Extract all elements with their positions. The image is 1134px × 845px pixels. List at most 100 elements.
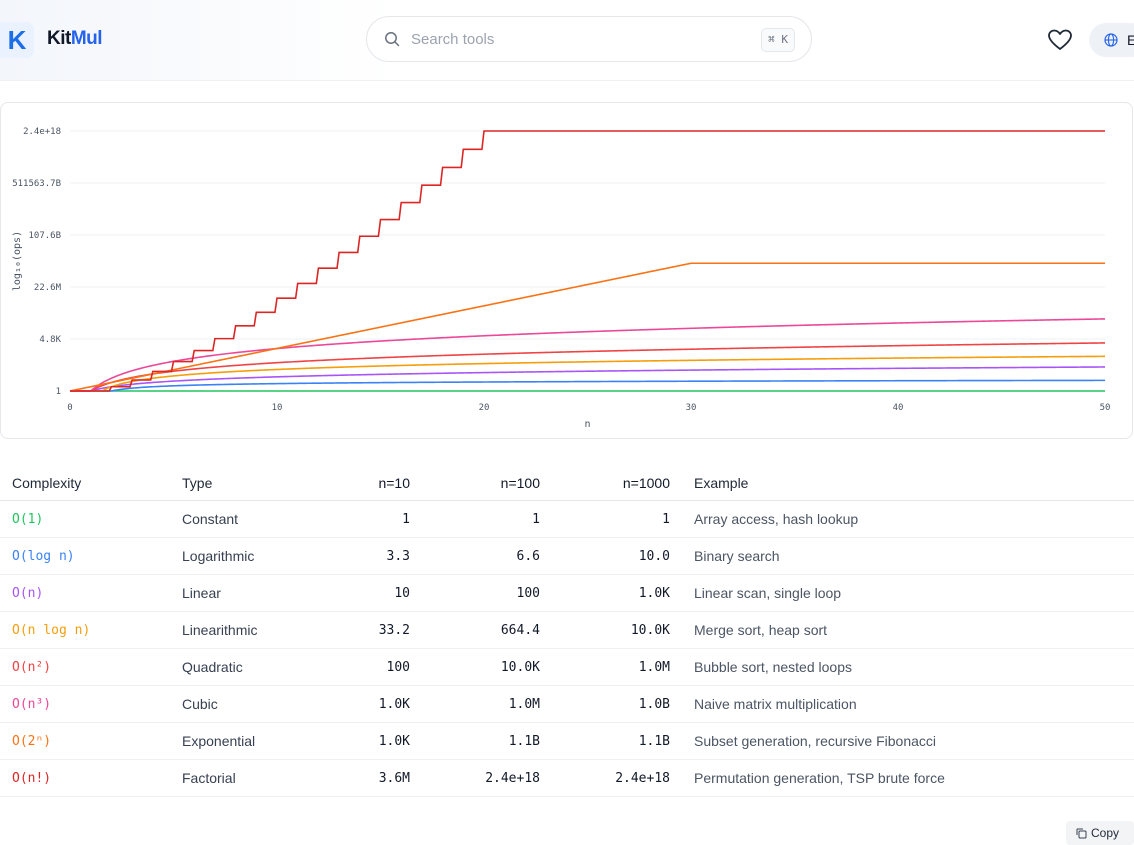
series-line (70, 355, 1106, 392)
search-placeholder: Search tools (411, 31, 495, 48)
example-cell: Naive matrix multiplication (682, 685, 1134, 723)
y-axis-label: log₁₀(ops) (12, 231, 23, 291)
heart-icon[interactable] (1047, 28, 1073, 52)
type-cell: Exponential (170, 722, 316, 760)
n1000-cell: 1.0B (552, 685, 682, 723)
n100-cell: 1 (422, 500, 552, 538)
search-shortcut-badge: ⌘ K (761, 28, 795, 52)
type-cell: Quadratic (170, 648, 316, 686)
table-row: O(2ⁿ) Exponential 1.0K 1.1B 1.1B Subset gener… (0, 722, 1134, 760)
language-button[interactable]: E (1089, 23, 1134, 57)
logo-part-2: Mul (70, 28, 103, 49)
y-tick-label: 1 (56, 387, 61, 397)
complexity-cell: O(2ⁿ) (0, 722, 170, 760)
n10-cell: 10 (316, 574, 422, 612)
table-row: O(log n) Logarithmic 3.3 6.6 10.0 Binary sear… (0, 537, 1134, 575)
language-label: E (1127, 32, 1134, 48)
example-cell: Array access, hash lookup (682, 500, 1134, 538)
table-row: O(n²) Quadratic 100 10.0K 1.0M Bubble sort, n… (0, 648, 1134, 686)
n10-cell: 3.6M (316, 759, 422, 797)
logo-part-1: Kit (47, 28, 71, 49)
n1000-cell: 10.0K (552, 611, 682, 649)
complexity-cell: O(n³) (0, 685, 170, 723)
type-cell: Cubic (170, 685, 316, 723)
type-cell: Factorial (170, 759, 316, 797)
series-line (70, 318, 1106, 392)
x-axis-label: n (584, 419, 590, 430)
chart-svg: 1 4.8K 22.6M 107.6B 511563.7B 2.4e+18 0 10 20 30 4… (12, 127, 1111, 430)
copy-icon (1076, 828, 1087, 838)
n100-cell: 6.6 (422, 537, 552, 575)
col-header-n1000: n=1000 (552, 465, 682, 501)
n10-cell: 33.2 (316, 611, 422, 649)
table-row: O(n log n) Linearithmic 33.2 664.4 10.0K Merg… (0, 611, 1134, 649)
col-header-n10: n=10 (316, 465, 422, 501)
n100-cell: 10.0K (422, 648, 552, 686)
complexity-cell: O(n²) (0, 648, 170, 686)
series-line (69, 262, 1105, 392)
example-cell: Permutation generation, TSP brute force (682, 759, 1134, 797)
x-tick-label: 10 (272, 403, 283, 413)
complexity-chart: 1 4.8K 22.6M 107.6B 511563.7B 2.4e+18 0 10 20 30 4… (0, 102, 1133, 439)
type-cell: Linear (170, 574, 316, 612)
type-cell: Logarithmic (170, 537, 316, 575)
col-header-type: Type (170, 465, 316, 501)
n1000-cell: 1.0M (552, 648, 682, 686)
example-cell: Subset generation, recursive Fibonacci (682, 722, 1134, 760)
y-tick-label: 4.8K (39, 335, 61, 345)
x-tick-label: 40 (893, 403, 904, 413)
globe-icon (1104, 33, 1118, 47)
y-tick-label: 22.6M (34, 283, 62, 293)
complexity-cell: O(log n) (0, 537, 170, 575)
example-cell: Bubble sort, nested loops (682, 648, 1134, 686)
y-tick-label: 107.6B (28, 231, 61, 241)
col-header-example: Example (682, 465, 1134, 501)
table-row: O(n³) Cubic 1.0K 1.0M 1.0B Naive matrix multi… (0, 685, 1134, 723)
n100-cell: 1.0M (422, 685, 552, 723)
n100-cell: 2.4e+18 (422, 759, 552, 797)
top-header: K KitMul Search tools ⌘ K E (0, 0, 1134, 81)
example-cell: Linear scan, single loop (682, 574, 1134, 612)
x-tick-label: 50 (1100, 403, 1111, 413)
series-line (70, 366, 1106, 392)
copy-label: Copy (1091, 826, 1120, 840)
col-header-n100: n=100 (422, 465, 552, 501)
n1000-cell: 1.1B (552, 722, 682, 760)
n10-cell: 1 (316, 500, 422, 538)
complexity-cell: O(1) (0, 500, 170, 538)
type-cell: Linearithmic (170, 611, 316, 649)
type-cell: Constant (170, 500, 316, 538)
search-icon (385, 32, 400, 47)
n100-cell: 1.1B (422, 722, 552, 760)
n100-cell: 664.4 (422, 611, 552, 649)
logo-letter: K (7, 24, 27, 55)
search-input[interactable]: Search tools ⌘ K (366, 16, 812, 62)
copy-button[interactable]: Copy (1066, 821, 1134, 845)
complexity-table: Complexity Type n=10 n=100 n=1000 Exampl… (0, 465, 1134, 797)
series-line (70, 379, 1105, 392)
x-tick-label: 30 (686, 403, 697, 413)
x-tick-label: 20 (479, 403, 490, 413)
n1000-cell: 1 (552, 500, 682, 538)
n1000-cell: 2.4e+18 (552, 759, 682, 797)
logo-icon[interactable]: K (0, 22, 34, 58)
n1000-cell: 10.0 (552, 537, 682, 575)
complexity-cell: O(n) (0, 574, 170, 612)
table-row: O(n) Linear 10 100 1.0K Linear scan, single l… (0, 574, 1134, 612)
logo-wordmark[interactable]: KitMul (47, 28, 103, 50)
table-header-row: Complexity Type n=10 n=100 n=1000 Exampl… (0, 465, 1134, 501)
y-tick-label: 2.4e+18 (23, 127, 61, 137)
n10-cell: 3.3 (316, 537, 422, 575)
table-row: O(n!) Factorial 3.6M 2.4e+18 2.4e+18 Permutat… (0, 759, 1134, 797)
series-line (70, 342, 1106, 392)
n10-cell: 1.0K (316, 685, 422, 723)
n100-cell: 100 (422, 574, 552, 612)
x-tick-label: 0 (67, 403, 72, 413)
n10-cell: 1.0K (316, 722, 422, 760)
complexity-cell: O(n log n) (0, 611, 170, 649)
example-cell: Merge sort, heap sort (682, 611, 1134, 649)
col-header-complexity: Complexity (0, 465, 170, 501)
y-tick-label: 511563.7B (12, 179, 61, 189)
complexity-cell: O(n!) (0, 759, 170, 797)
table-row: O(1) Constant 1 1 1 Array access, hash lookup (0, 500, 1134, 538)
